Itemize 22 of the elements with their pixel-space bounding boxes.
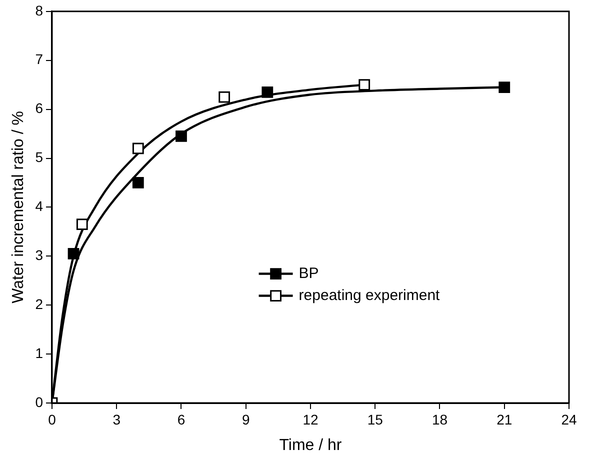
y-tick-label: 3 — [35, 247, 44, 264]
x-tick-label: 3 — [112, 411, 121, 428]
y-axis-title: Water incremental ratio / % — [10, 111, 28, 304]
y-tick-label: 2 — [35, 296, 44, 312]
y-tick-label: 4 — [35, 198, 44, 214]
y-tick-label: 8 — [35, 2, 44, 18]
y-tick-label: 5 — [35, 149, 44, 166]
x-axis-title: Time / hr — [279, 436, 342, 454]
x-tick-label: 9 — [242, 411, 250, 428]
y-tick-label: 1 — [35, 344, 44, 361]
y-tick-label: 7 — [35, 51, 44, 68]
x-tick-label: 24 — [561, 411, 577, 428]
x-tick-label: 12 — [302, 411, 318, 428]
x-tick-label: 21 — [496, 411, 512, 428]
legend-label: repeating experiment — [298, 286, 441, 304]
x-tick-label: 0 — [48, 411, 56, 428]
x-tick-label: 15 — [367, 411, 384, 428]
legend-label: BP — [298, 264, 319, 282]
x-tick-label: 6 — [177, 411, 186, 428]
y-tick-label: 0 — [35, 394, 44, 410]
x-tick-label: 18 — [432, 411, 448, 428]
y-tick-label: 6 — [35, 100, 44, 116]
